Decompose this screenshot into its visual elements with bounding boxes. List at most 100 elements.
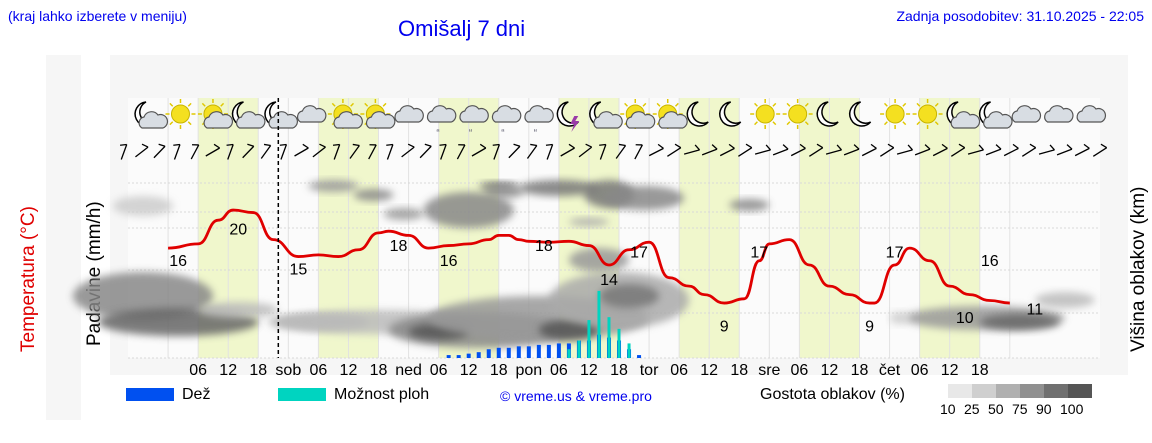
moon-cloud-icon (231, 101, 266, 129)
wind-barb (1021, 143, 1037, 157)
shower-bar (587, 320, 591, 358)
moon-cloud-icon (589, 101, 623, 129)
sun-icon (165, 99, 196, 129)
cloud-blob (112, 196, 174, 216)
wind-barb (683, 144, 701, 155)
wind-barb (226, 143, 234, 160)
shower-bar (577, 340, 581, 358)
cloud-blob (598, 284, 660, 308)
cloud-blob (483, 186, 524, 198)
cloud-density-swatch (1044, 384, 1068, 398)
moon-icon (719, 101, 742, 127)
x-tick-label: 12 (219, 362, 238, 379)
temperature-value-label: 18 (535, 238, 553, 255)
wind-barb (153, 143, 166, 159)
rain-bar (526, 346, 531, 358)
wind-barb (1038, 144, 1055, 155)
shower-bar (627, 343, 631, 358)
temperature-value-label: 11 (1027, 301, 1044, 318)
x-tick-label: 18 (850, 362, 869, 379)
rain-bar (466, 353, 471, 358)
x-tick-label: 18 (970, 362, 989, 379)
wind-barb (349, 143, 360, 159)
wind-barb (1056, 144, 1073, 156)
x-tick-label: 06 (910, 362, 929, 379)
wind-barb (279, 143, 288, 160)
cloud-density-swatch (1068, 384, 1092, 398)
sun-icon (880, 99, 911, 129)
x-tick-label: 18 (249, 362, 268, 379)
location-hint: (kraj lahko izberete v meniju) (8, 8, 187, 24)
rain-bar (536, 344, 541, 358)
cloud-icon (297, 105, 327, 123)
moon-icon (816, 101, 839, 127)
shower-legend-swatch (278, 388, 326, 401)
cloud-density-level: 25 (964, 401, 980, 417)
temperature-series (168, 208, 1010, 305)
sun-icon (912, 99, 943, 129)
rain-bar (496, 347, 501, 358)
wind-barb (578, 143, 593, 158)
wind-barb (190, 144, 200, 160)
left-panel (46, 55, 81, 420)
wind-barb (508, 143, 521, 159)
x-tick-label: 06 (670, 362, 689, 379)
moon-cloud-icon (264, 101, 298, 129)
moon-icon (849, 101, 872, 127)
wind-barb (861, 143, 877, 157)
cloud-rain-icon: “ (426, 105, 457, 139)
shower-bar (617, 328, 621, 358)
wind-barb (456, 144, 466, 160)
wind-barb (932, 143, 948, 157)
moon-cloud-icon (978, 101, 1013, 129)
temperature-value-label: 18 (390, 238, 408, 255)
moon-cloud-icon (134, 101, 169, 129)
cloud-blob (729, 199, 770, 211)
cloud-blob (518, 180, 599, 196)
x-tick-label: 12 (700, 362, 719, 379)
x-tick-label: 12 (459, 362, 478, 379)
wind-barb (879, 143, 895, 157)
wind-barb (368, 144, 377, 160)
wind-barb (790, 143, 806, 157)
sun-icon (750, 99, 781, 129)
moon-cloud-icon (946, 101, 981, 129)
rain-bar (637, 355, 642, 358)
page-title: Omišalj 7 dni (398, 16, 526, 41)
cloud-blob (538, 320, 599, 340)
temperature-value-label: 16 (981, 253, 999, 270)
x-tick-label: 06 (429, 362, 448, 379)
temperature-value-label: 17 (630, 245, 648, 262)
x-tick-label: 06 (309, 362, 328, 379)
temperature-labels: 16 20 15 18 16 18 14 17 9 17 9 17 10 16 11 (169, 221, 1043, 335)
rain-bar (516, 346, 521, 358)
cloud-legend-label: Gostota oblakov (%) (760, 386, 905, 403)
wind-barb (439, 143, 447, 160)
x-tick-label: 12 (339, 362, 358, 379)
wind-barb (772, 144, 789, 156)
wind-barb (260, 143, 272, 159)
temperature-value-label: 14 (600, 272, 618, 289)
x-tick-label: 06 (549, 362, 568, 379)
cloud-blob (353, 189, 394, 201)
sun-cloud-icon (620, 99, 656, 129)
wind-barb (560, 143, 575, 157)
wind-barb (648, 143, 664, 157)
wind-barb (615, 143, 627, 159)
cloud-density-level: 50 (988, 401, 1004, 417)
x-tick-label: čet (878, 362, 901, 379)
temperature-value-label: 15 (289, 262, 307, 279)
cloud-blob (603, 186, 685, 210)
wind-barb (1003, 143, 1019, 157)
shower-bar (607, 317, 611, 358)
temperature-value-label: 17 (750, 245, 768, 262)
x-tick-label: 18 (610, 362, 628, 379)
credit-link[interactable]: © vreme.us & vreme.pro (500, 388, 652, 404)
x-tick-label: pon (515, 362, 543, 379)
sun-cloud-icon (327, 99, 363, 129)
rain-bar (506, 347, 511, 358)
moon-icon (686, 101, 709, 127)
x-tick-label: 18 (489, 362, 508, 379)
wind-barb (719, 143, 735, 157)
